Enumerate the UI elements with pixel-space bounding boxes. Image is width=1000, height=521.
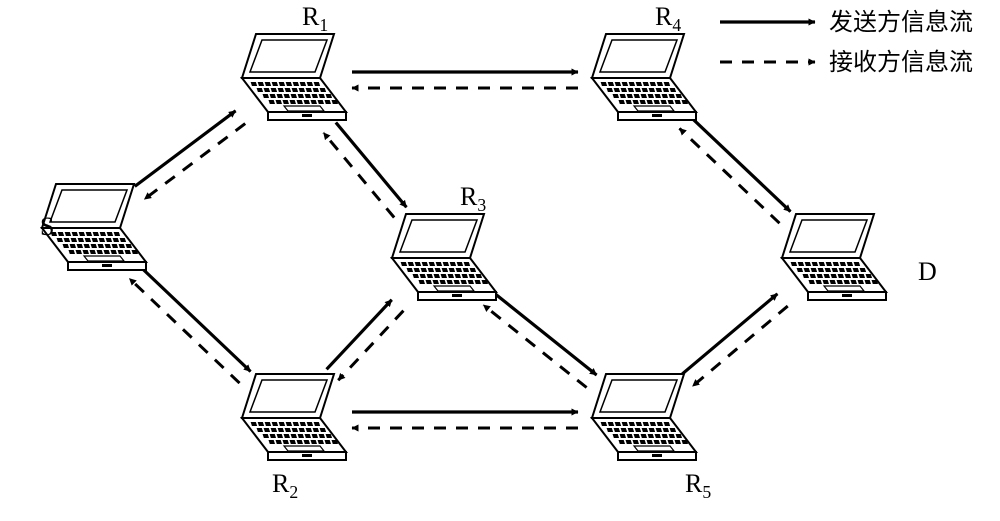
node-label-sub-R5: 5 xyxy=(702,482,711,502)
laptop-node-R1 xyxy=(242,34,346,120)
solid-edge-R1-R3 xyxy=(336,123,407,208)
dashed-edge-D-R5 xyxy=(693,306,788,386)
solid-edge-R5-D xyxy=(682,294,777,374)
laptop-node-R2 xyxy=(242,374,346,460)
node-label-sub-R1: 1 xyxy=(319,15,328,35)
node-label-R1: R1 xyxy=(302,2,328,35)
node-label-D: D xyxy=(918,257,937,286)
laptop-node-R4 xyxy=(592,34,696,120)
legend: 发送方信息流接收方信息流 xyxy=(720,9,973,76)
solid-edge-R3-R5 xyxy=(493,292,596,375)
solid-edge-S-R2 xyxy=(140,267,250,372)
node-label-sub-R2: 2 xyxy=(289,482,298,502)
dashed-edge-R2-S xyxy=(129,279,239,384)
solid-edge-S-R1 xyxy=(135,111,236,187)
dashed-edge-R1-S xyxy=(144,124,245,200)
node-label-sub-R4: 4 xyxy=(672,15,681,35)
node-label-R4: R4 xyxy=(655,2,681,35)
legend-solid-label: 发送方信息流 xyxy=(829,9,973,36)
laptop-node-R5 xyxy=(592,374,696,460)
node-label-R3: R3 xyxy=(460,182,486,215)
node-label-S: S xyxy=(40,212,54,241)
laptop-node-S xyxy=(42,184,146,270)
nodes-layer xyxy=(42,34,886,460)
node-label-R5: R5 xyxy=(685,469,711,502)
dashed-edge-R5-R3 xyxy=(483,305,586,388)
solid-edge-R4-D xyxy=(691,117,791,212)
legend-dashed-label: 接收方信息流 xyxy=(829,49,973,76)
laptop-node-D xyxy=(782,214,886,300)
node-label-R2: R2 xyxy=(272,469,298,502)
node-label-sub-R3: 3 xyxy=(477,195,486,215)
dashed-edge-R3-R1 xyxy=(324,133,395,218)
laptop-node-R3 xyxy=(392,214,496,300)
dashed-edge-D-R4 xyxy=(680,128,780,223)
